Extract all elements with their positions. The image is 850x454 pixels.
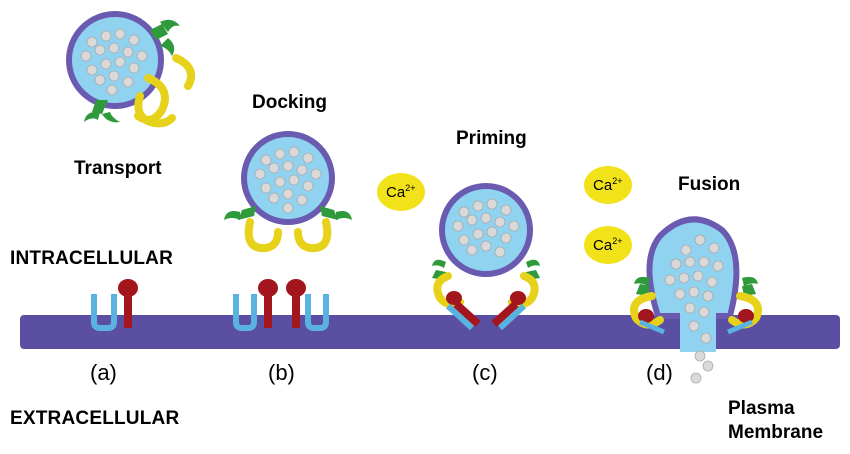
vesicle-docking — [224, 131, 352, 253]
t-snare-a — [91, 279, 138, 331]
label-intracellular: INTRACELLULAR — [10, 248, 174, 269]
vesicle-priming — [439, 183, 533, 277]
label-priming: Priming — [456, 128, 527, 149]
label-fusion: Fusion — [678, 174, 741, 195]
vesicle-transport — [66, 11, 195, 128]
snare-complex-d — [630, 276, 762, 335]
calcium-label-1: Ca2+ — [386, 183, 416, 201]
t-snare-b — [233, 279, 329, 331]
step-label-c: (c) — [472, 360, 498, 385]
snare-complex-c — [432, 259, 540, 331]
vesicle-fusion — [646, 216, 740, 384]
label-plasma: Plasma — [728, 398, 795, 419]
plasma-membrane — [20, 315, 840, 349]
calcium-ion-3 — [584, 226, 632, 264]
step-label-a: (a) — [90, 360, 117, 385]
calcium-ion-1 — [377, 173, 425, 211]
vesicle-granules — [80, 28, 148, 96]
label-transport: Transport — [74, 158, 162, 179]
label-docking: Docking — [252, 92, 327, 113]
calcium-label-3: Ca2+ — [593, 236, 623, 254]
step-label-d: (d) — [646, 360, 673, 385]
step-label-b: (b) — [268, 360, 295, 385]
calcium-ion-2 — [584, 166, 632, 204]
label-membrane: Membrane — [728, 422, 824, 443]
label-extracellular: EXTRACELLULAR — [10, 408, 180, 429]
calcium-label-2: Ca2+ — [593, 176, 623, 194]
